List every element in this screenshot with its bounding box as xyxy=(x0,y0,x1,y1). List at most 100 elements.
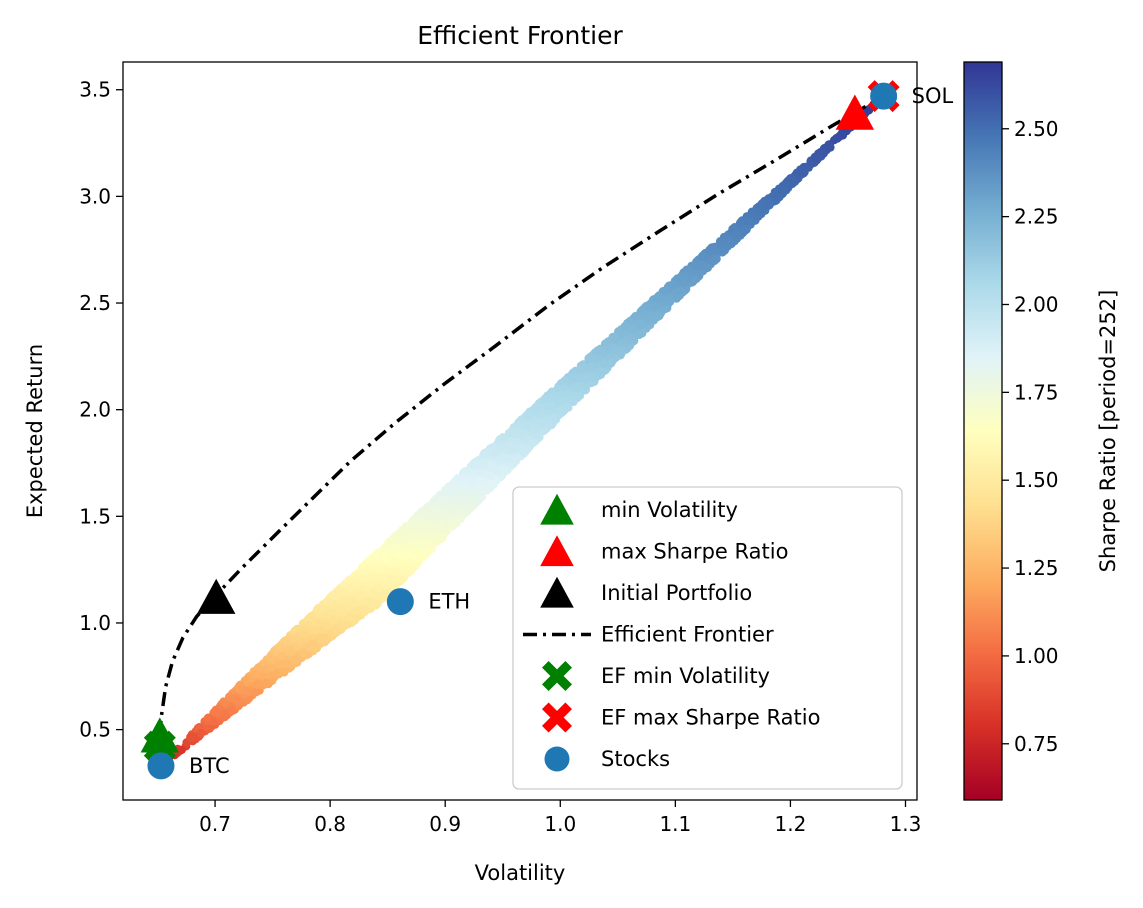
portfolio-point xyxy=(467,475,476,484)
portfolio-point xyxy=(396,551,406,560)
portfolio-point xyxy=(427,523,436,533)
portfolio-point xyxy=(393,542,402,551)
portfolio-point xyxy=(267,663,276,672)
portfolio-point xyxy=(801,162,811,172)
portfolio-point xyxy=(699,252,708,261)
portfolio-point xyxy=(429,540,438,549)
portfolio-point xyxy=(374,548,383,558)
chart-title: Efficient Frontier xyxy=(417,21,623,50)
portfolio-point xyxy=(725,236,735,246)
portfolio-point xyxy=(435,521,444,530)
portfolio-point xyxy=(353,613,362,622)
portfolio-point xyxy=(560,376,570,385)
portfolio-point xyxy=(187,733,197,742)
random-portfolios xyxy=(161,105,874,767)
portfolio-point xyxy=(666,293,675,303)
portfolio-point xyxy=(258,672,267,681)
portfolio-point xyxy=(370,573,380,583)
portfolio-point xyxy=(220,698,230,707)
portfolio-point xyxy=(812,153,821,163)
portfolio-point xyxy=(474,461,484,470)
portfolio-point xyxy=(757,199,766,209)
portfolio-point xyxy=(573,383,582,393)
portfolio-point xyxy=(475,476,484,485)
portfolio-point xyxy=(427,506,436,516)
portfolio-point xyxy=(300,649,309,658)
portfolio-point xyxy=(412,525,421,534)
portfolio-point xyxy=(496,442,505,452)
portfolio-point xyxy=(516,444,525,454)
portfolio-point xyxy=(770,190,780,199)
portfolio-point xyxy=(574,390,583,400)
portfolio-point xyxy=(488,480,498,490)
portfolio-point xyxy=(357,574,367,584)
portfolio-point xyxy=(531,402,541,412)
portfolio-point xyxy=(404,534,413,543)
portfolio-point xyxy=(411,539,421,548)
portfolio-point xyxy=(349,597,358,607)
portfolio-point xyxy=(491,466,501,475)
portfolio-point xyxy=(456,474,465,484)
portfolio-point xyxy=(421,538,431,548)
portfolio-point xyxy=(445,520,455,529)
portfolio-point xyxy=(382,546,391,555)
portfolio-point xyxy=(562,390,571,400)
portfolio-point xyxy=(826,143,835,152)
portfolio-point xyxy=(275,643,284,652)
portfolio-point xyxy=(777,186,786,195)
portfolio-point xyxy=(567,397,576,406)
portfolio-point xyxy=(717,237,727,246)
portfolio-point xyxy=(529,438,538,447)
portfolio-point xyxy=(709,243,718,252)
portfolio-point xyxy=(629,325,638,334)
portfolio-point xyxy=(285,645,294,654)
portfolio-point xyxy=(333,591,342,600)
portfolio-point xyxy=(523,445,532,454)
portfolio-point xyxy=(466,503,475,513)
portfolio-point xyxy=(261,678,270,688)
portfolio-point xyxy=(275,660,284,669)
portfolio-point xyxy=(394,533,404,542)
portfolio-point xyxy=(676,286,685,295)
portfolio-point xyxy=(300,630,310,639)
portfolio-point xyxy=(480,450,489,459)
portfolio-point xyxy=(449,505,459,514)
portfolio-point xyxy=(421,531,430,541)
portfolio-point xyxy=(555,405,564,414)
portfolio-point xyxy=(732,229,741,239)
portfolio-point xyxy=(660,304,670,313)
portfolio-point xyxy=(500,467,509,477)
portfolio-point xyxy=(266,652,275,661)
portfolio-point xyxy=(584,355,593,364)
portfolio-point xyxy=(606,359,615,368)
portfolio-point xyxy=(220,709,229,718)
portfolio-point xyxy=(648,314,657,323)
portfolio-point xyxy=(494,436,504,445)
portfolio-point xyxy=(616,328,626,338)
portfolio-point xyxy=(634,319,643,328)
portfolio-point xyxy=(600,359,609,368)
portfolio-point xyxy=(617,348,626,358)
portfolio-point xyxy=(370,590,379,599)
portfolio-point xyxy=(277,652,286,661)
portfolio-point xyxy=(547,401,556,410)
portfolio-point xyxy=(523,410,532,419)
portfolio-point xyxy=(504,428,514,438)
portfolio-point xyxy=(443,487,452,497)
portfolio-point xyxy=(575,374,584,383)
portfolio-point xyxy=(310,641,320,650)
portfolio-point xyxy=(209,717,218,726)
portfolio-point xyxy=(505,441,514,450)
portfolio-point xyxy=(747,210,757,219)
portfolio-point xyxy=(391,575,401,584)
portfolio-point xyxy=(460,495,469,505)
portfolio-point xyxy=(323,620,332,629)
portfolio-point xyxy=(252,670,261,679)
portfolio-point xyxy=(245,687,254,696)
portfolio-point xyxy=(419,510,429,520)
portfolio-point xyxy=(690,275,699,284)
portfolio-point xyxy=(399,564,408,573)
portfolio-point xyxy=(227,706,236,715)
portfolio-point xyxy=(196,728,206,738)
